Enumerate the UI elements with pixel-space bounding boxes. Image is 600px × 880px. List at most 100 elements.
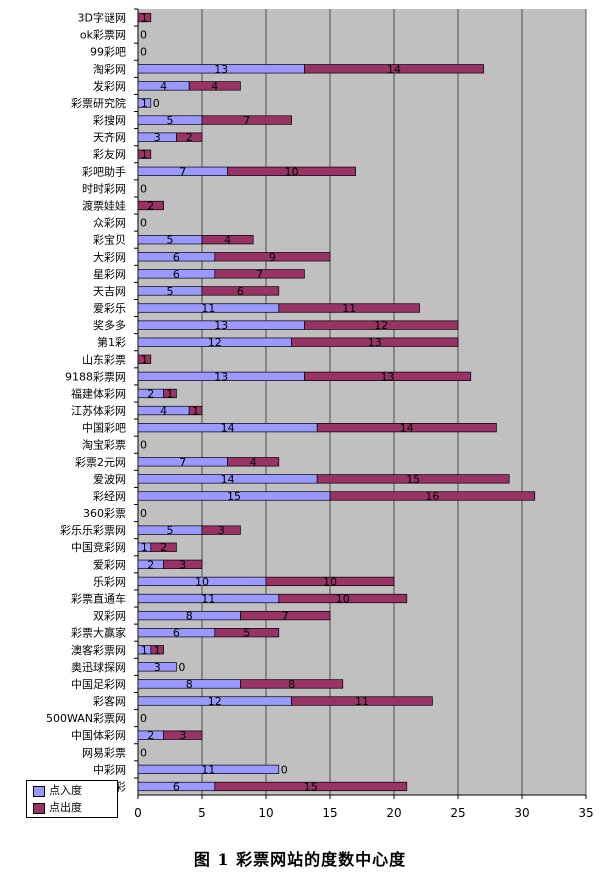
x-tick-label: 15 (322, 806, 337, 820)
y-category-label: 乐彩网 (93, 575, 126, 588)
bar-out-degree (227, 166, 356, 176)
y-category-label: 彩吧助手 (82, 164, 126, 178)
data-label-in: 6 (173, 627, 180, 640)
legend-swatch-out (33, 802, 45, 814)
y-category-label: 山东彩票 (82, 353, 126, 366)
x-tick-label: 0 (134, 806, 142, 820)
data-label-in: 13 (214, 63, 228, 76)
data-label-out-zero: 0 (140, 507, 147, 520)
bar-in-degree (137, 764, 280, 774)
data-label-in: 12 (208, 695, 222, 708)
y-category-label: 彩宝贝 (93, 233, 126, 247)
data-label-out: 10 (336, 593, 350, 606)
bar-out-degree (316, 423, 497, 433)
data-label-out: 7 (256, 268, 263, 281)
data-label-in: 3 (154, 661, 161, 674)
legend-swatch-in (33, 785, 45, 797)
data-label-out: 7 (282, 610, 289, 623)
x-tick-label: 5 (198, 806, 206, 820)
y-category-label: 奥迅球探网 (71, 660, 126, 674)
legend-item-out: 点出度 (33, 801, 82, 815)
chart-area: 0 5 10 15 20 25 30 35 3D字谜网 1 ok彩票网 0 99彩吧 0 淘彩网 13 14 发彩… (26, 8, 594, 820)
data-label-in: 5 (167, 524, 174, 537)
y-category-label: 360彩票 (83, 507, 126, 520)
data-label-in: 2 (147, 729, 154, 742)
data-label-out-zero: 0 (140, 712, 147, 725)
data-label-out: 10 (323, 575, 337, 588)
plot-background (138, 9, 586, 795)
y-category-label: 江苏体彩网 (71, 404, 126, 418)
bar-out-degree (278, 303, 420, 313)
data-label-out: 7 (243, 114, 250, 127)
bar-out-degree (227, 457, 280, 467)
data-label-out: 1 (167, 387, 174, 400)
y-category-label: 中国足彩网 (71, 678, 126, 691)
bar-out-degree (214, 269, 305, 279)
bar-out-degree (201, 286, 280, 296)
y-category-label: 大彩网 (93, 250, 126, 264)
y-category-label: 彩友网 (93, 147, 126, 161)
x-tick-label: 20 (386, 806, 401, 820)
data-label-in: 14 (221, 473, 235, 486)
bar-out-degree (278, 593, 408, 604)
y-category-label: 500WAN彩票网 (46, 712, 126, 725)
bar-out-degree (304, 64, 484, 74)
data-label-in: 2 (147, 558, 154, 571)
y-category-label: 彩票研究院 (71, 96, 126, 110)
y-category-label: 彩客网 (93, 694, 126, 708)
y-category-label: 爱彩网 (93, 558, 126, 571)
data-label-out: 13 (381, 370, 395, 383)
figure-caption: 图 1 彩票网站的度数中心度 (193, 850, 407, 869)
data-label-out: 9 (269, 251, 276, 264)
y-category-label: 爱波网 (93, 473, 126, 486)
bar-out-degree (163, 388, 177, 399)
y-category-label: 奖多多 (93, 318, 126, 332)
bar-out-degree (137, 200, 164, 211)
y-category-label: 淘宝彩票 (82, 438, 126, 452)
data-label-out: 14 (387, 63, 401, 76)
y-category-label: 中彩网 (93, 763, 126, 776)
bar-out-degree (316, 474, 510, 484)
data-label-out-zero: 0 (140, 217, 147, 230)
data-label-in: 1 (141, 97, 148, 110)
data-label-in: 10 (195, 575, 209, 588)
y-category-label: 星彩网 (93, 268, 126, 281)
bar-out-degree (291, 696, 433, 706)
data-label-out: 12 (374, 319, 388, 332)
y-category-label: 双彩网 (93, 610, 126, 623)
data-label-in: 11 (201, 302, 215, 315)
bar-out-degree (188, 81, 241, 91)
y-category-label: 渡票娃娃 (82, 199, 126, 213)
legend-label-out: 点出度 (49, 801, 82, 814)
y-category-label: 福建体彩网 (71, 386, 126, 400)
y-category-label: 澳客彩票网 (71, 643, 126, 657)
legend-label-in: 点入度 (49, 784, 82, 797)
data-label-out-zero: 0 (281, 763, 288, 776)
bar-out-degree (137, 149, 152, 159)
y-category-label: 众彩网 (93, 217, 126, 230)
y-category-label: 彩搜网 (93, 113, 126, 127)
y-category-label: 9188彩票网 (65, 370, 126, 383)
y-category-label: 天吉网 (93, 285, 126, 298)
data-label-in: 15 (227, 490, 241, 503)
data-label-in: 1 (141, 541, 148, 554)
y-category-label: 时时彩网 (82, 182, 126, 195)
data-label-out: 14 (400, 422, 414, 435)
data-label-out: 2 (186, 131, 193, 144)
data-label-out: 4 (224, 234, 231, 247)
y-category-label: 99彩吧 (90, 46, 126, 59)
data-label-out: 4 (250, 456, 257, 469)
data-label-out: 2 (160, 541, 167, 554)
bar-in-degree (137, 662, 177, 672)
data-label-out: 11 (355, 695, 369, 708)
data-label-out: 3 (179, 558, 186, 571)
bar-out-degree (214, 252, 331, 262)
bar-out-degree (240, 679, 344, 689)
x-tick-label: 10 (258, 806, 273, 820)
data-label-in: 8 (186, 678, 193, 691)
bar-out-degree (304, 320, 459, 330)
data-label-out: 5 (243, 627, 250, 640)
data-label-out: 15 (304, 780, 318, 793)
data-label-in: 4 (160, 405, 167, 418)
